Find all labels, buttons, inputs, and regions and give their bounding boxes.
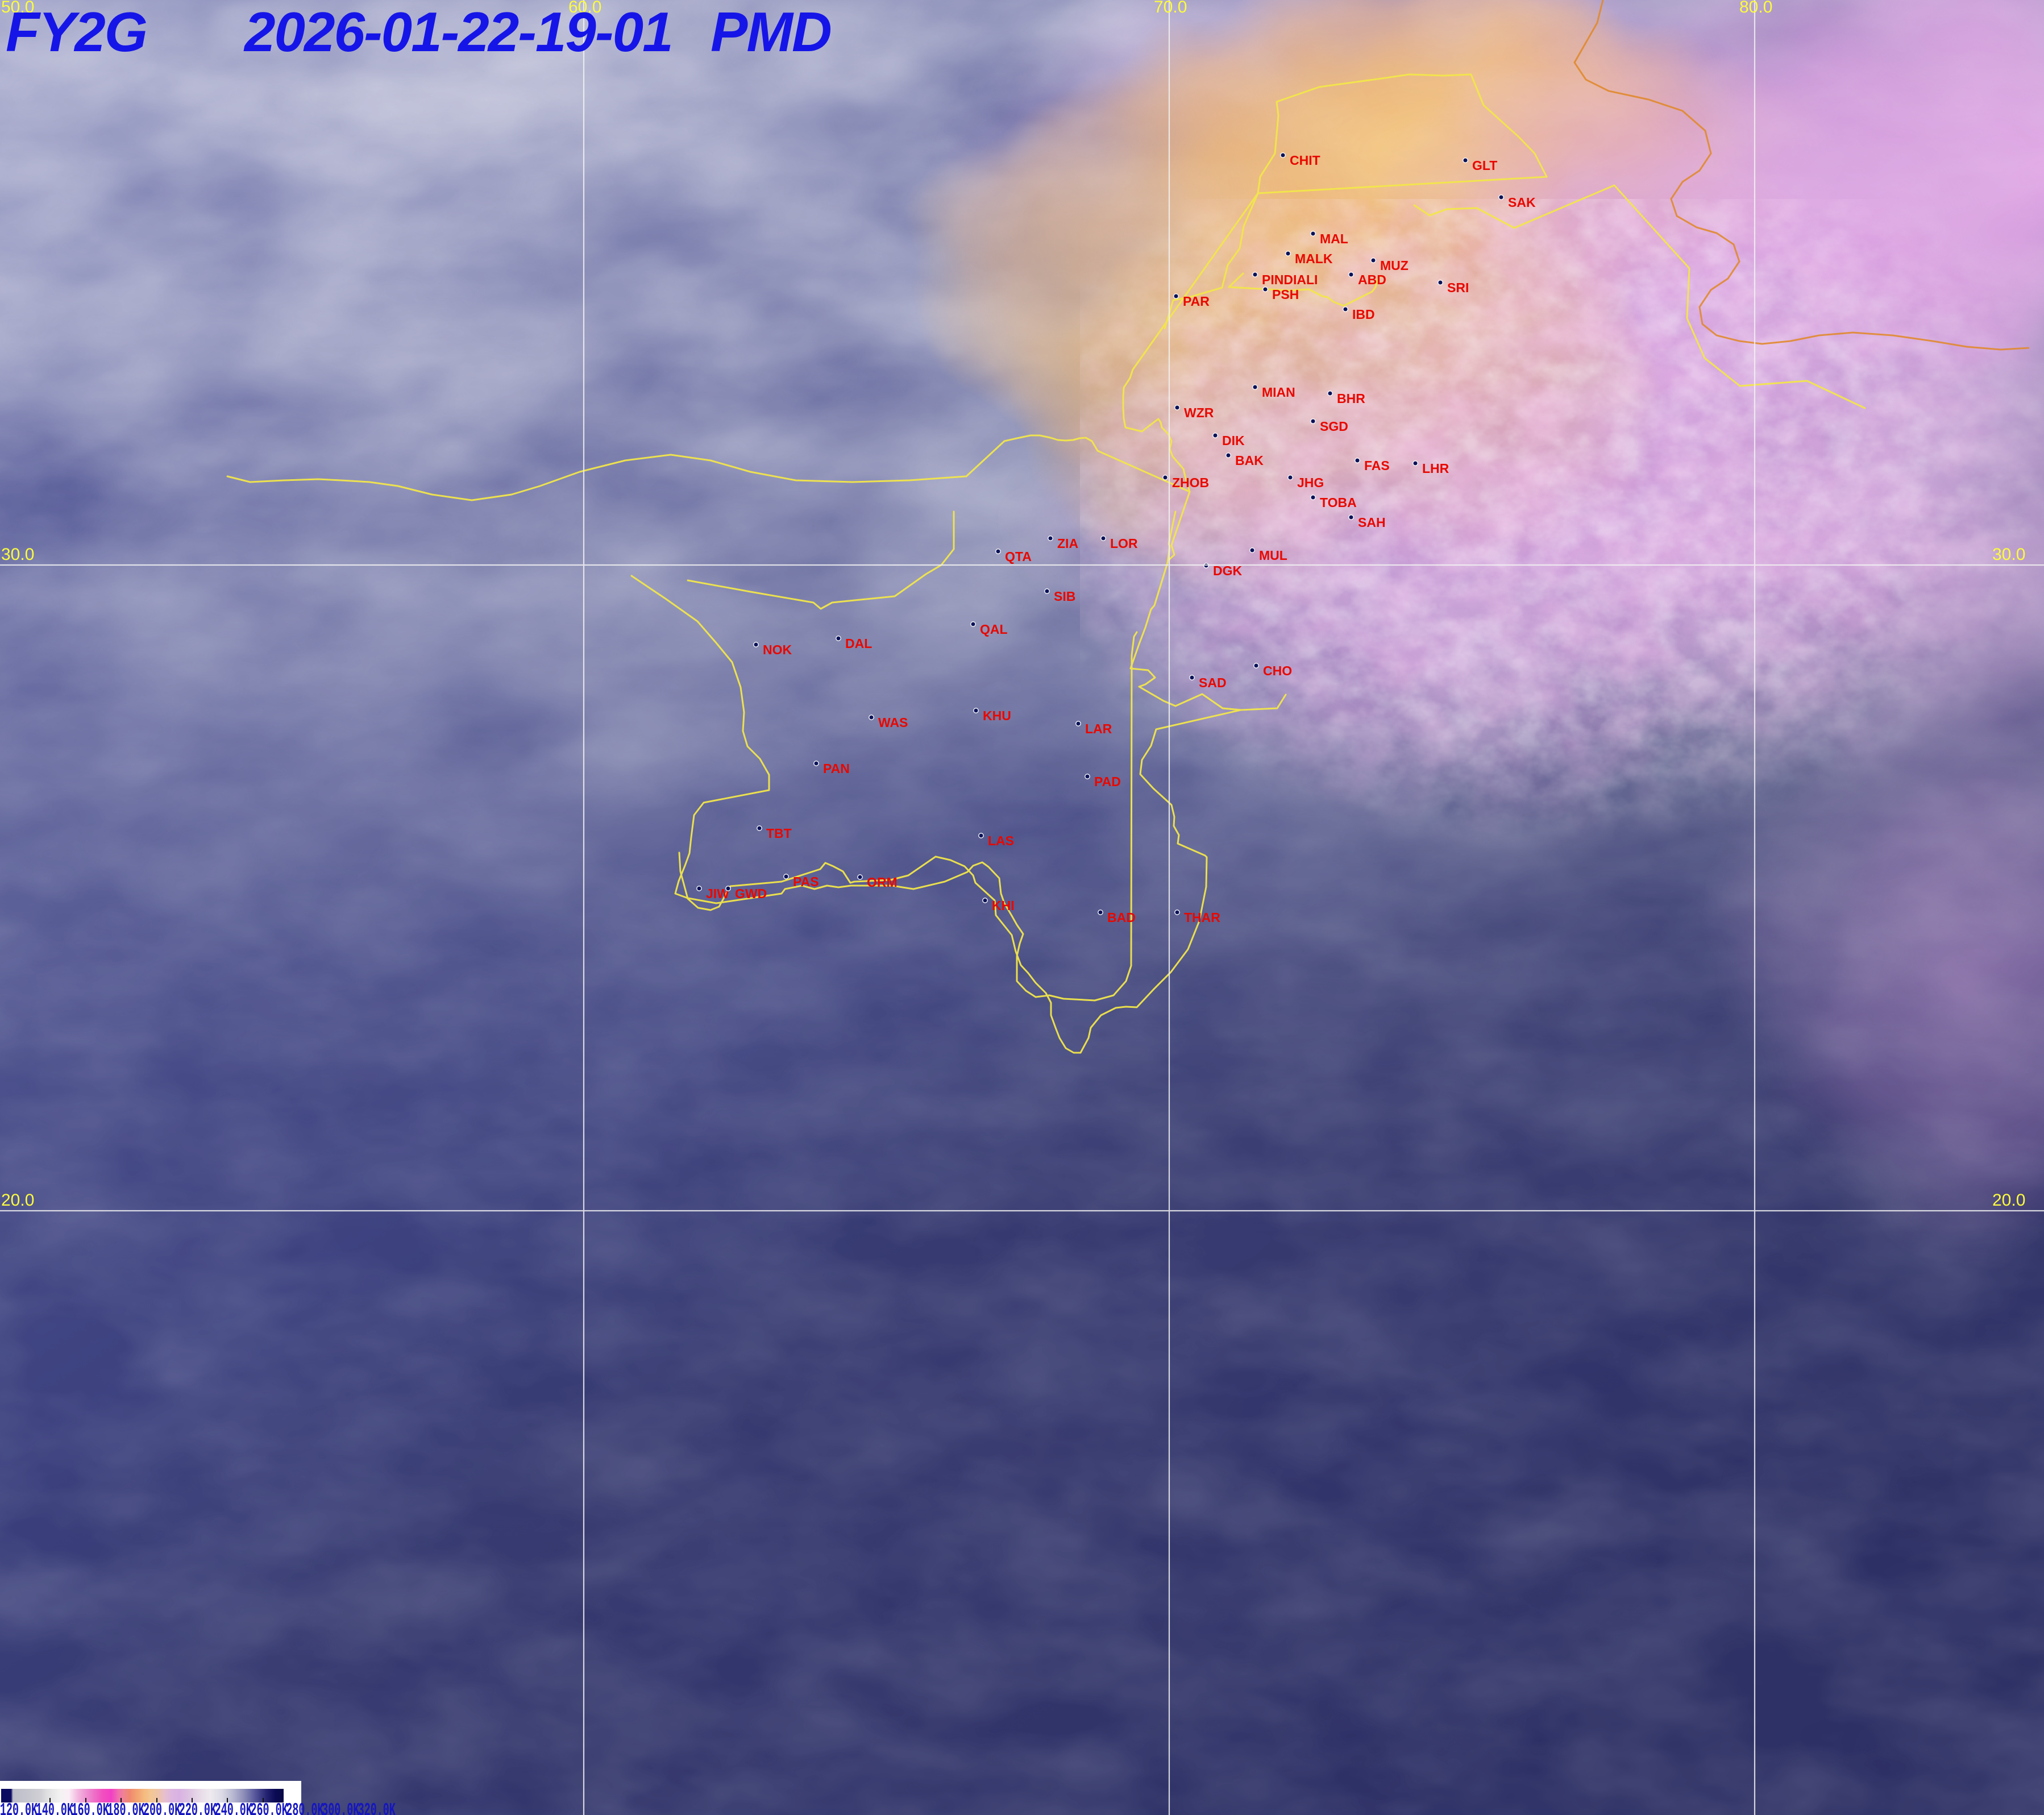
svg-text:NOK: NOK [763,642,792,657]
svg-text:FAS: FAS [1364,458,1390,473]
svg-text:FY2G: FY2G [6,1,147,63]
svg-text:WZR: WZR [1184,405,1214,420]
svg-text:IBD: IBD [1352,307,1375,322]
svg-text:70.0: 70.0 [1154,0,1187,16]
svg-text:BHR: BHR [1337,391,1365,406]
svg-text:KHU: KHU [983,708,1011,723]
svg-text:MUZ: MUZ [1380,258,1409,273]
svg-text:SGD: SGD [1320,419,1348,434]
svg-text:LAR: LAR [1085,721,1112,736]
svg-text:280.0K: 280.0K [286,1800,324,1815]
svg-text:300.0K: 300.0K [322,1800,360,1815]
svg-text:CHO: CHO [1263,663,1292,678]
svg-text:KHI: KHI [992,898,1015,913]
svg-text:TBT: TBT [766,826,792,841]
svg-text:DIK: DIK [1222,433,1245,448]
svg-text:PAD: PAD [1094,774,1121,789]
svg-text:ZHOB: ZHOB [1172,475,1209,490]
svg-text:JHG: JHG [1297,475,1324,490]
svg-text:2026-01-22-19-01: 2026-01-22-19-01 [243,1,672,63]
svg-text:ZIA: ZIA [1057,536,1078,551]
svg-text:20.0: 20.0 [1,1191,34,1210]
svg-text:TOBA: TOBA [1320,495,1357,510]
svg-text:PAS: PAS [793,874,819,889]
svg-text:DAL: DAL [845,636,872,651]
svg-text:80.0: 80.0 [1739,0,1772,16]
svg-text:MUL: MUL [1259,548,1287,563]
svg-text:WAS: WAS [878,715,908,730]
svg-text:140.0K: 140.0K [36,1800,74,1815]
svg-text:CHIT: CHIT [1290,153,1320,168]
svg-text:260.0K: 260.0K [251,1800,289,1815]
svg-text:200.0K: 200.0K [143,1800,181,1815]
svg-text:SAH: SAH [1358,515,1386,530]
svg-text:30.0: 30.0 [1,545,34,564]
svg-text:240.0K: 240.0K [215,1800,253,1815]
svg-text:MAL: MAL [1320,231,1348,246]
svg-text:ORM: ORM [867,875,898,890]
svg-text:PAN: PAN [823,761,850,776]
svg-text:20.0: 20.0 [1992,1191,2025,1210]
svg-text:120.0K: 120.0K [0,1800,38,1815]
svg-text:SIB: SIB [1054,589,1075,604]
svg-text:160.0K: 160.0K [72,1800,110,1815]
svg-text:QAL: QAL [980,622,1008,637]
svg-text:QTA: QTA [1005,549,1032,564]
svg-text:PSH: PSH [1272,287,1299,302]
svg-text:SAK: SAK [1508,195,1536,210]
svg-text:LOR: LOR [1110,536,1138,551]
svg-text:320.0K: 320.0K [358,1800,396,1815]
svg-text:SRI: SRI [1447,280,1469,295]
svg-text:220.0K: 220.0K [179,1800,217,1815]
svg-text:ABD: ABD [1358,272,1386,287]
svg-text:180.0K: 180.0K [107,1800,146,1815]
svg-text:PAR: PAR [1183,294,1210,309]
svg-text:BAD: BAD [1107,910,1136,925]
svg-text:GLT: GLT [1472,158,1497,173]
svg-text:LAS: LAS [988,833,1014,848]
svg-text:MALK: MALK [1295,251,1333,266]
svg-text:30.0: 30.0 [1992,545,2025,564]
svg-text:LHR: LHR [1422,461,1449,476]
svg-text:PMD: PMD [711,1,831,63]
svg-text:PINDIALI: PINDIALI [1262,272,1318,287]
svg-text:THAR: THAR [1184,910,1220,925]
svg-text:MIAN: MIAN [1262,385,1295,400]
svg-text:SAD: SAD [1199,675,1227,690]
svg-text:BAK: BAK [1235,453,1264,468]
svg-text:GWD: GWD [735,886,767,901]
